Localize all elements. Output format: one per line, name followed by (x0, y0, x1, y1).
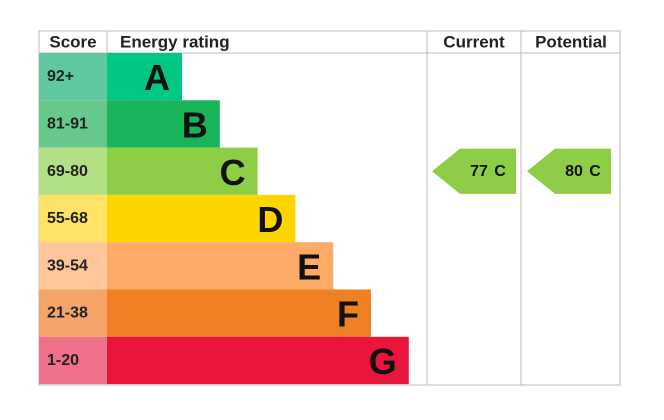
score-cell (39, 53, 107, 101)
band-letter: F (337, 294, 359, 335)
rating-bar (107, 100, 220, 148)
score-label: 69-80 (47, 163, 88, 180)
score-cell (39, 100, 107, 148)
potential-arrow (527, 148, 611, 194)
potential-score: 80 (565, 163, 583, 180)
score-label: 1-20 (47, 352, 79, 369)
score-cell (39, 336, 107, 385)
score-cell (39, 242, 107, 290)
rating-bar (107, 289, 371, 337)
score-label: 55-68 (47, 210, 88, 227)
score-label: 81-91 (47, 115, 88, 132)
score-cell (39, 289, 107, 337)
rating-bar (107, 242, 334, 290)
band-letter: B (182, 104, 208, 145)
rating-bar (107, 53, 182, 101)
current-band: C (494, 163, 506, 180)
rating-bar (107, 336, 409, 385)
band-letter: A (144, 57, 170, 98)
header-score: Score (49, 33, 96, 52)
band-letter: G (369, 341, 397, 382)
score-cell (39, 194, 107, 243)
band-letter: C (220, 152, 246, 193)
score-label: 92+ (47, 68, 74, 85)
header-potential: Potential (535, 33, 607, 52)
header-rating: Energy rating (120, 33, 230, 52)
band-letter: E (297, 246, 321, 287)
score-label: 21-38 (47, 305, 88, 322)
current-arrow (432, 148, 516, 194)
score-label: 39-54 (47, 257, 88, 274)
header-current: Current (443, 33, 505, 52)
potential-band: C (589, 163, 601, 180)
current-score: 77 (470, 163, 488, 180)
score-cell (39, 147, 107, 195)
rating-bar (107, 194, 296, 243)
rating-bar (107, 147, 258, 195)
band-letter: D (257, 199, 283, 240)
